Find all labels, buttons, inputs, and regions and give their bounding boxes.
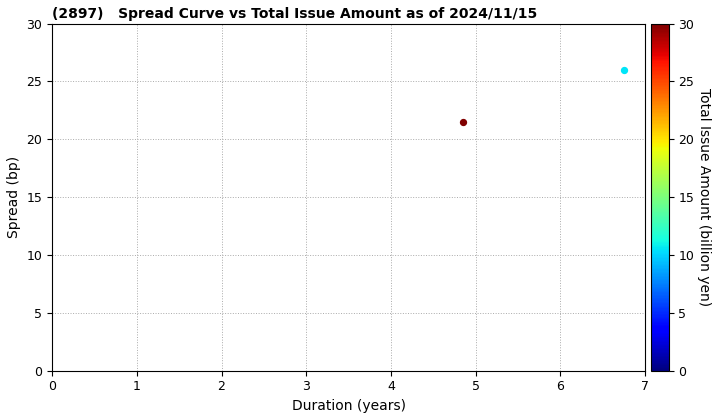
- Point: [618, 66, 630, 73]
- Y-axis label: Total Issue Amount (billion yen): Total Issue Amount (billion yen): [697, 88, 711, 306]
- Point: [457, 118, 469, 125]
- Y-axis label: Spread (bp): Spread (bp): [7, 156, 21, 238]
- Text: (2897)   Spread Curve vs Total Issue Amount as of 2024/11/15: (2897) Spread Curve vs Total Issue Amoun…: [52, 7, 537, 21]
- X-axis label: Duration (years): Duration (years): [292, 399, 405, 413]
